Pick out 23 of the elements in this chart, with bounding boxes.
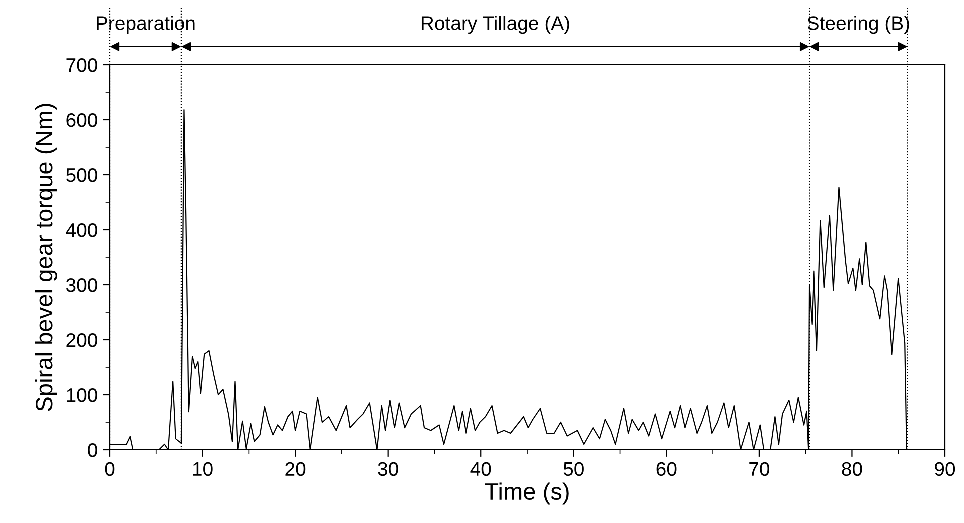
y-axis-title: Spiral bevel gear torque (Nm)	[35, 104, 58, 412]
x-tick-label: 0	[105, 462, 115, 476]
x-tick-label: 90	[935, 462, 956, 476]
x-tick-label: 30	[378, 462, 398, 476]
text: Steering (B)	[808, 16, 910, 34]
y-tick-label: 500	[66, 168, 98, 182]
x-tick-label: 10	[193, 462, 213, 476]
y-tick-label: 300	[66, 278, 98, 292]
y-tick-label: 400	[66, 223, 98, 238]
y-tick-label: 100	[67, 388, 98, 402]
x-tick-label: 20	[286, 462, 306, 476]
y-tick-label: 0	[88, 443, 98, 458]
y-tick-label: 700	[66, 58, 98, 72]
y-tick-label: 200	[66, 333, 98, 348]
x-tick-label: 60	[656, 462, 677, 476]
y-tick-label: 600	[66, 113, 98, 128]
x-tick-label: 40	[470, 462, 492, 476]
x-tick-label: 50	[564, 462, 584, 476]
x-tick-label: 70	[750, 462, 770, 476]
text: Rotary Tillage (A)	[422, 16, 570, 34]
x-tick-label: 80	[842, 462, 862, 476]
x-axis-title: Time (s)	[485, 482, 569, 505]
text: Preparation	[97, 16, 195, 34]
